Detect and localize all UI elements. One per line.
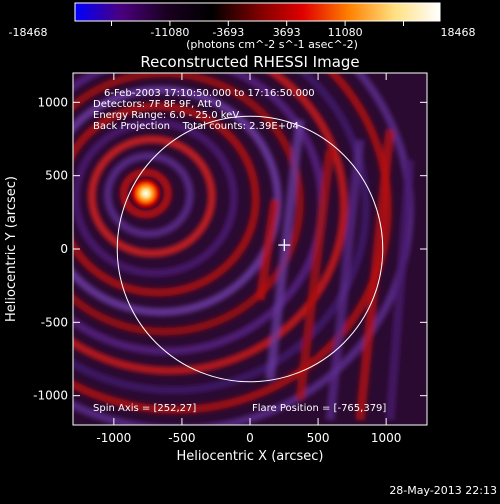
x-tick-label: -1000 bbox=[96, 431, 131, 445]
info-line-time: 6-Feb-2003 17:10:50.000 to 17:16:50.000 bbox=[104, 88, 315, 99]
y-tick-label: -1000 bbox=[33, 389, 68, 403]
x-tick-label: 0 bbox=[246, 431, 254, 445]
y-tick-label: -500 bbox=[41, 315, 68, 329]
info-line-method: Back Projection Total counts: 2.39E+04 bbox=[93, 121, 299, 132]
colorbar bbox=[74, 2, 441, 22]
spin-axis-label: Spin Axis = [252,27] bbox=[93, 403, 196, 414]
flare-source bbox=[129, 177, 162, 210]
x-tick-label: 1000 bbox=[371, 431, 402, 445]
colorbar-tick-label: 18468 bbox=[441, 26, 476, 39]
colorbar-unit-label: (photons cm^-2 s^-1 asec^-2) bbox=[186, 38, 358, 51]
info-line-energy: Energy Range: 6.0 - 25.0 keV bbox=[93, 110, 239, 121]
solar-limb bbox=[116, 115, 384, 383]
colorbar-tick-label: 11080 bbox=[328, 26, 363, 39]
colorbar-tick-label: -11080 bbox=[150, 26, 189, 39]
spin-axis-marker bbox=[278, 239, 291, 252]
heatmap-image bbox=[73, 73, 427, 425]
y-axis-ticks: -1000 -500 0 500 1000 bbox=[33, 95, 427, 403]
x-axis-ticks: -1000 -500 0 500 1000 bbox=[96, 73, 401, 445]
timestamp: 28-May-2013 22:13 bbox=[389, 484, 497, 497]
y-tick-label: 0 bbox=[60, 242, 68, 256]
x-tick-label: 500 bbox=[307, 431, 330, 445]
info-line-detectors: Detectors: 7F 8F 9F, Att 0 bbox=[93, 99, 221, 110]
y-tick-label: 1000 bbox=[37, 95, 68, 109]
colorbar-tick-label: 3693 bbox=[273, 26, 301, 39]
colorbar-ticks: -18468 -11080 -3693 3693 11080 18468 bbox=[9, 21, 476, 39]
flare-position-label: Flare Position = [-765,379] bbox=[252, 403, 386, 414]
colorbar-tick-label: -18468 bbox=[9, 26, 48, 39]
chart-title: Reconstructed RHESSI Image bbox=[140, 53, 359, 71]
y-axis-label: Heliocentric Y (arcsec) bbox=[4, 176, 19, 322]
x-tick-label: -500 bbox=[168, 431, 195, 445]
x-axis-label: Heliocentric X (arcsec) bbox=[177, 449, 324, 464]
y-tick-label: 500 bbox=[45, 169, 68, 183]
colorbar-tick-label: -3693 bbox=[212, 26, 244, 39]
